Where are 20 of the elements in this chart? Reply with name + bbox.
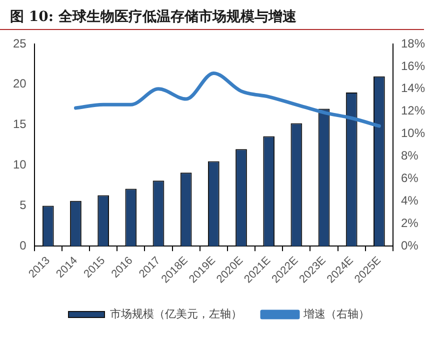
legend-label: 增速（右轴）: [302, 307, 370, 320]
y-tick-label: 15: [12, 117, 27, 132]
y2-tick-label: 18%: [400, 36, 426, 50]
line-series: [74, 71, 381, 128]
y-tick-label: 5: [20, 198, 27, 212]
legend-label: 市场规模（亿美元，左轴）: [110, 307, 242, 320]
y2-tick-label: 16%: [400, 58, 426, 73]
y2-tick-label: 0%: [400, 238, 419, 252]
y-tick-label: 25: [12, 36, 27, 50]
y-tick-label: 10: [12, 158, 27, 172]
chart-title: 图 10: 全球生物医疗低温存储市场规模与增速: [0, 0, 424, 30]
y2-tick-label: 12%: [400, 104, 426, 118]
y2-tick-label: 10%: [400, 126, 426, 140]
y2-tick-label: 14%: [400, 81, 426, 96]
y-tick-label: 20: [12, 76, 27, 91]
y2-tick-label: 2%: [400, 216, 419, 230]
y2-tick-label: 4%: [400, 194, 419, 208]
y-tick-label: 0: [20, 238, 27, 252]
y2-tick-label: 8%: [400, 148, 419, 163]
y2-tick-label: 6%: [400, 171, 419, 186]
